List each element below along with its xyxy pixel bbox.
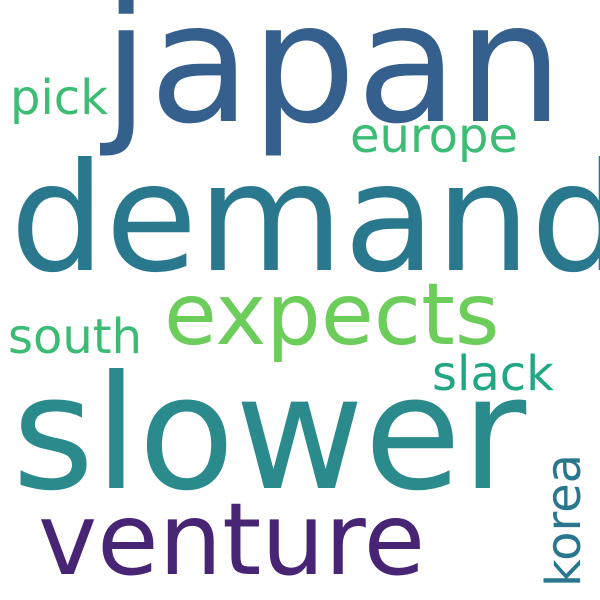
- word-demand: demand: [10, 132, 600, 306]
- word-venture: venture: [38, 481, 426, 598]
- word-pick: pick: [10, 70, 108, 126]
- word-japan: japan: [103, 0, 564, 161]
- word-expects: expects: [164, 265, 500, 365]
- word-korea: korea: [536, 453, 592, 587]
- word-europe: europe: [350, 108, 518, 164]
- word-south: south: [8, 309, 143, 365]
- word-slower: slower: [12, 342, 527, 526]
- word-slack: slack: [432, 346, 554, 402]
